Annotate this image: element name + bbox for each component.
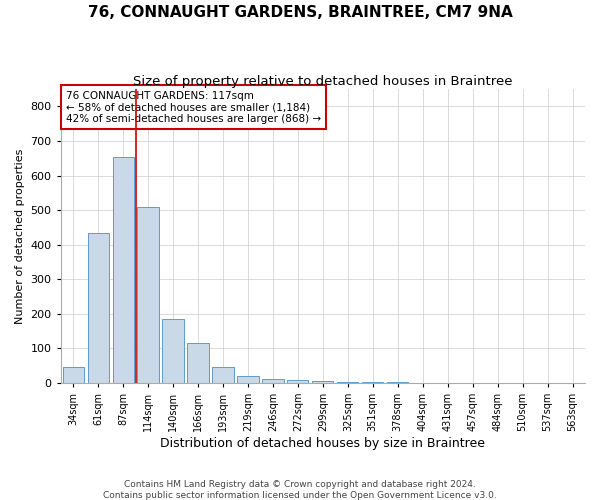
Bar <box>137 206 159 383</box>
Bar <box>362 382 383 383</box>
Title: Size of property relative to detached houses in Braintree: Size of property relative to detached ho… <box>133 75 512 88</box>
Bar <box>113 156 134 383</box>
Bar <box>337 382 358 383</box>
Bar <box>212 368 233 383</box>
Bar <box>312 381 334 383</box>
Bar <box>238 376 259 383</box>
Bar <box>387 382 409 383</box>
Text: Contains HM Land Registry data © Crown copyright and database right 2024.
Contai: Contains HM Land Registry data © Crown c… <box>103 480 497 500</box>
X-axis label: Distribution of detached houses by size in Braintree: Distribution of detached houses by size … <box>160 437 485 450</box>
Bar <box>262 379 284 383</box>
Text: 76 CONNAUGHT GARDENS: 117sqm
← 58% of detached houses are smaller (1,184)
42% of: 76 CONNAUGHT GARDENS: 117sqm ← 58% of de… <box>66 90 321 124</box>
Bar <box>163 319 184 383</box>
Bar <box>187 343 209 383</box>
Y-axis label: Number of detached properties: Number of detached properties <box>15 148 25 324</box>
Bar <box>62 368 84 383</box>
Text: 76, CONNAUGHT GARDENS, BRAINTREE, CM7 9NA: 76, CONNAUGHT GARDENS, BRAINTREE, CM7 9N… <box>88 5 512 20</box>
Bar <box>88 232 109 383</box>
Bar <box>287 380 308 383</box>
